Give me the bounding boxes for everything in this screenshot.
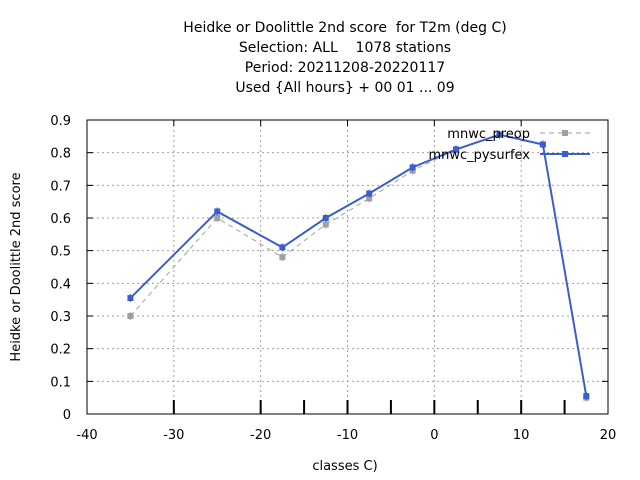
series-layer — [127, 130, 590, 402]
x-tick-label: 10 — [513, 428, 530, 443]
chart-title: Heidke or Doolittle 2nd score for T2m (d… — [0, 18, 640, 98]
data-point — [279, 244, 286, 251]
y-tick-label: 0.2 — [50, 343, 71, 358]
y-axis-label: Heidke or Doolittle 2nd score — [9, 172, 24, 361]
title-line-1: Heidke or Doolittle 2nd score for T2m (d… — [183, 20, 507, 36]
data-point — [366, 190, 373, 197]
x-tick-label: -30 — [163, 428, 184, 443]
data-point — [322, 221, 329, 228]
title-line-3: Period: 20211208-20220117 — [244, 60, 446, 76]
x-axis-label: classes C) — [312, 459, 377, 474]
data-point — [366, 195, 373, 202]
data-point — [583, 393, 590, 400]
data-point — [322, 215, 329, 221]
bottom-markers — [172, 400, 566, 414]
series-line — [129, 133, 588, 397]
x-tick-label: 0 — [430, 428, 438, 443]
y-tick-label: 0.7 — [50, 179, 71, 194]
y-tick-label: 0.4 — [50, 277, 71, 292]
data-point — [453, 146, 460, 153]
data-point — [214, 215, 221, 221]
legend-label: mnwc_preop — [447, 127, 530, 142]
data-point — [127, 295, 134, 302]
y-tick-label: 0.9 — [50, 114, 71, 129]
y-tick-label: 0.5 — [50, 245, 71, 260]
legend-label: mnwc_pysurfex — [428, 148, 530, 163]
data-point — [127, 313, 134, 319]
series-line — [130, 134, 587, 398]
y-tick-label: 0.6 — [50, 212, 71, 227]
y-axis: 0 0.1 0.2 0.3 0.4 0.5 0.6 0.7 0.8 0.9 — [50, 114, 608, 423]
y-tick-label: 0 — [63, 408, 71, 423]
data-point — [409, 164, 416, 171]
legend-swatch-marker — [562, 130, 568, 136]
y-tick-label: 0.3 — [50, 310, 71, 325]
data-point — [496, 131, 503, 138]
title-line-2: Selection: ALL 1078 stations — [238, 40, 452, 56]
series-mnwc_preop — [127, 130, 590, 402]
x-tick-label: 20 — [600, 428, 617, 443]
legend: mnwc_preop mnwc_pysurfex — [428, 127, 590, 163]
x-tick-label: -40 — [76, 428, 97, 443]
x-tick-label: -10 — [337, 428, 358, 443]
series-mnwc_pysurfex — [127, 130, 590, 401]
y-tick-label: 0.1 — [50, 375, 71, 390]
legend-swatch-marker — [562, 151, 568, 157]
x-axis: -40 -30 -20 -10 0 10 20 — [76, 120, 616, 443]
data-point — [279, 254, 286, 261]
grid — [87, 120, 608, 414]
y-tick-label: 0.8 — [50, 147, 71, 162]
title-line-4: Used {All hours} + 00 01 ... 09 — [235, 80, 455, 96]
data-point — [214, 208, 221, 215]
x-tick-label: -20 — [250, 428, 271, 443]
data-point — [539, 141, 546, 148]
